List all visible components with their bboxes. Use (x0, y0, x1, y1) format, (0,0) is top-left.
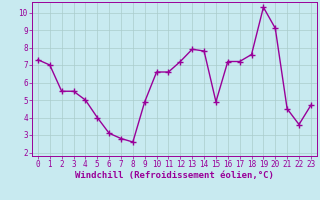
X-axis label: Windchill (Refroidissement éolien,°C): Windchill (Refroidissement éolien,°C) (75, 171, 274, 180)
